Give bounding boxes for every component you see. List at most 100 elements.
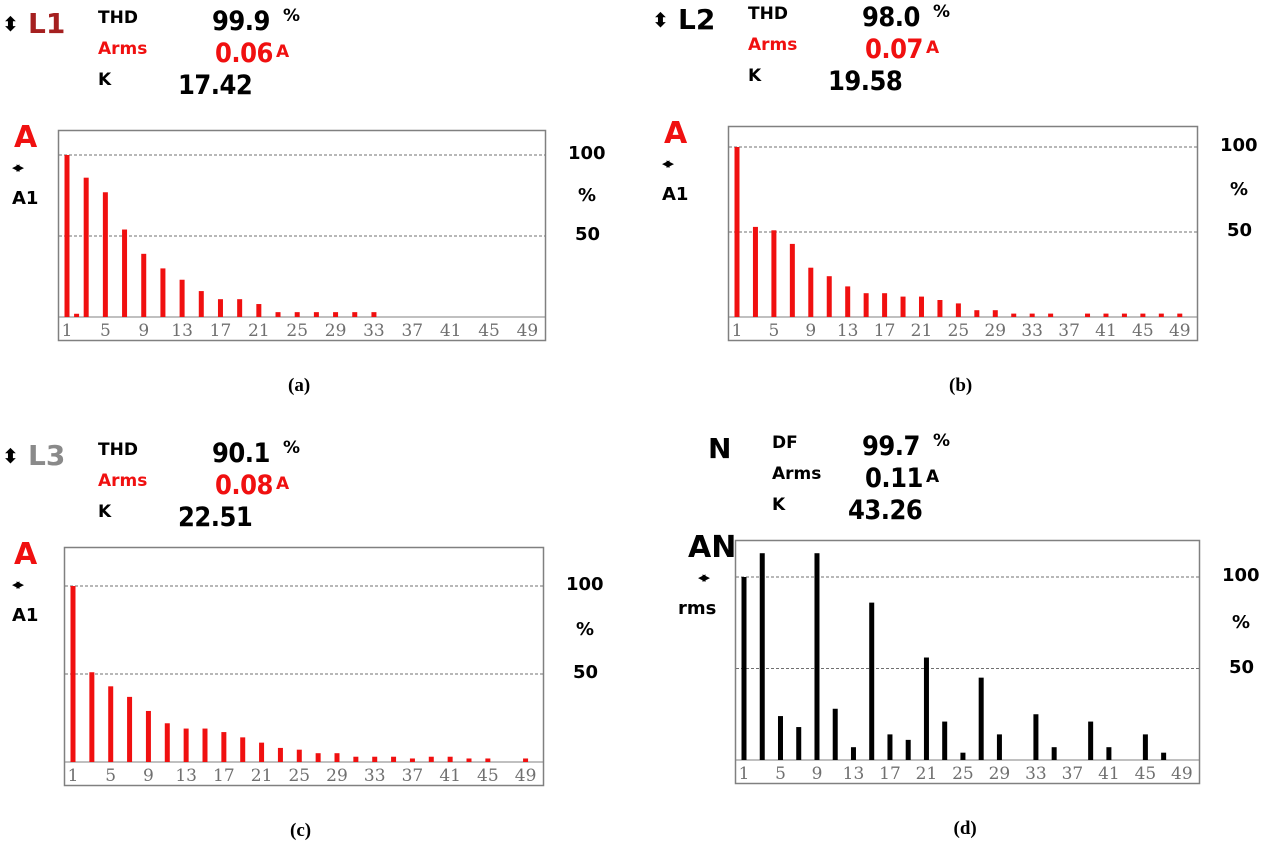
bar-h37 — [409, 758, 415, 762]
figure-caption: (c) — [290, 820, 312, 841]
x-tick-label: 25 — [948, 321, 970, 341]
y-label-50: 50 — [573, 662, 599, 683]
metric-1-label: DF — [772, 433, 798, 453]
y-unit-label: % — [1232, 611, 1251, 633]
x-tick-label: 17 — [213, 766, 235, 786]
plot-frame — [63, 546, 545, 787]
y-label-100: 100 — [568, 143, 606, 164]
bar-h7 — [796, 727, 802, 760]
x-tick-label: 1 — [68, 766, 79, 786]
metric-1-unit: % — [283, 6, 301, 26]
bar-h9 — [145, 710, 151, 762]
bar-h15 — [202, 728, 208, 762]
bar-h35 — [1048, 313, 1054, 317]
bar-h21 — [918, 296, 924, 317]
bar-h45 — [485, 758, 491, 762]
y-label-100: 100 — [1222, 565, 1260, 586]
metric-1-unit: % — [933, 2, 951, 22]
bar-h35 — [1051, 747, 1057, 760]
bar-h35 — [391, 756, 397, 762]
bar-h17 — [887, 734, 893, 760]
x-tick-label: 37 — [1058, 321, 1080, 341]
bar-h27 — [313, 312, 319, 317]
bar-h11 — [826, 276, 832, 317]
bar-h29 — [333, 312, 339, 317]
bar-h23 — [942, 721, 948, 760]
bar-h25 — [294, 312, 300, 317]
bar-h17 — [221, 732, 227, 762]
panel-a: ⬍ L1 THD 99.9% Arms 0.06 A K 17.42 A ◂▸ A1 1 5 9 13 17 21… — [0, 0, 606, 397]
x-tick-label: 5 — [105, 766, 116, 786]
bar-h33 — [1029, 313, 1035, 317]
left-right-arrow-icon: ◂▸ — [12, 575, 24, 593]
bar-h47 — [1161, 752, 1167, 760]
bar-h17 — [217, 299, 223, 317]
bar-h41 — [1103, 313, 1109, 317]
bar-h15 — [869, 602, 875, 760]
x-tick-label: 37 — [1062, 764, 1084, 784]
bar-h29 — [334, 753, 340, 762]
x-tick-label: 37 — [401, 321, 423, 341]
bar-h23 — [937, 300, 943, 317]
metric-2-value: 0.07 — [865, 34, 923, 65]
sub-label: A1 — [12, 188, 39, 209]
metric-2-unit: A — [926, 38, 940, 58]
metric-3-label: K — [748, 66, 762, 86]
x-tick-label: 1 — [739, 764, 750, 784]
left-right-arrow-icon: ◂▸ — [698, 568, 710, 586]
x-tick-label: 21 — [248, 321, 270, 341]
x-tick-label: 5 — [775, 764, 786, 784]
bar-h31 — [353, 756, 359, 762]
x-tick-label: 33 — [1025, 764, 1047, 784]
y-label-100: 100 — [1220, 135, 1258, 156]
bar-h33 — [1033, 714, 1039, 760]
bar-h19 — [240, 737, 246, 762]
x-tick-label: 41 — [440, 321, 462, 341]
bar-h41 — [1106, 747, 1112, 760]
x-tick-label: 5 — [768, 321, 779, 341]
bar-h5 — [102, 192, 108, 317]
bar-h21 — [923, 657, 929, 760]
bar-h27 — [974, 310, 980, 317]
phase-label: L3 — [28, 439, 66, 472]
metric-1-unit: % — [933, 431, 951, 451]
bar-h15 — [198, 291, 204, 317]
bar-h11 — [164, 723, 170, 762]
panel-b: ⬍ L2 THD 98.0% Arms 0.07 A K 19.58 A ◂▸ A1 1 5 9 13 17 21… — [650, 0, 1258, 397]
figure-caption: (a) — [288, 375, 311, 396]
x-tick-label: 1 — [732, 321, 743, 341]
metric-3-value: 22.51 — [178, 502, 253, 533]
x-tick-label: 41 — [439, 766, 461, 786]
phase-label: N — [708, 432, 732, 465]
metric-2-label: Arms — [98, 471, 148, 491]
x-tick-label: 13 — [843, 764, 865, 784]
x-tick-label: 33 — [1021, 321, 1043, 341]
bar-h45 — [1140, 313, 1146, 317]
y-label-100: 100 — [566, 574, 604, 595]
bar-h13 — [850, 747, 856, 760]
x-tick-label: 49 — [1171, 764, 1193, 784]
x-tick-label: 29 — [326, 766, 348, 786]
bar-h19 — [900, 296, 906, 317]
bar-h27 — [978, 677, 984, 760]
bar-h5 — [108, 686, 114, 762]
left-right-arrow-icon: ◂▸ — [662, 154, 674, 172]
x-tick-label: 9 — [812, 764, 823, 784]
phase-label: L1 — [28, 7, 66, 40]
harmonic-spectrum-chart: 1 5 9 13 17 21 25 29 33 37 41 45 49 — [63, 546, 545, 787]
x-tick-label: 17 — [879, 764, 901, 784]
bar-h25 — [955, 303, 961, 317]
x-tick-label: 9 — [138, 321, 149, 341]
x-tick-label: 45 — [477, 766, 499, 786]
sub-label: A1 — [662, 184, 689, 205]
metric-2-value: 0.08 — [215, 470, 273, 501]
x-tick-label: 41 — [1098, 764, 1120, 784]
bar-h9 — [814, 553, 820, 760]
bar-h17 — [882, 293, 888, 317]
metric-1-value: 90.1 — [212, 438, 270, 469]
x-tick-label: 13 — [837, 321, 859, 341]
x-tick-label: 45 — [1132, 321, 1154, 341]
y-label-50: 50 — [1229, 656, 1255, 678]
bar-h31 — [1011, 313, 1017, 317]
bar-h49 — [1177, 313, 1183, 317]
